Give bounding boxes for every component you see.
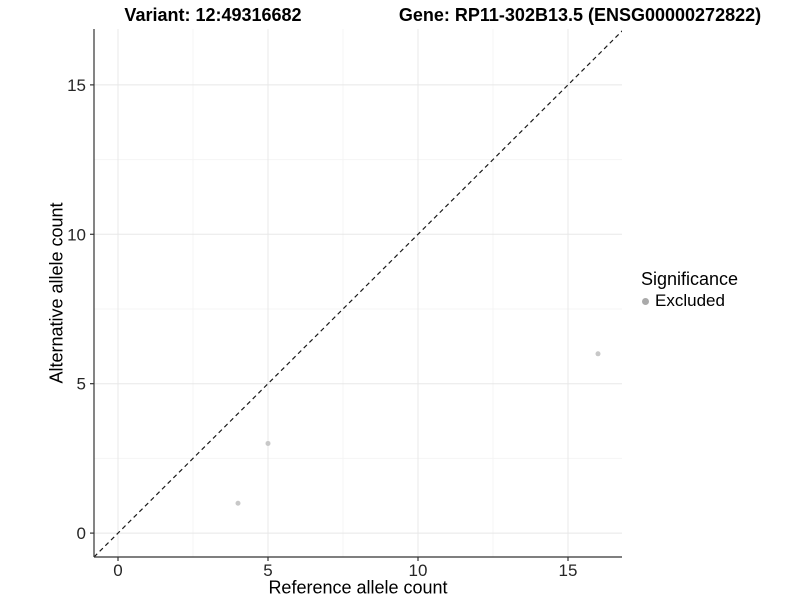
y-tick-label: 0 xyxy=(77,524,86,543)
x-axis-title: Reference allele count xyxy=(268,577,448,598)
data-point xyxy=(265,440,271,446)
variant-title: Variant: 12:49316682 xyxy=(124,5,302,25)
x-tick-label: 10 xyxy=(409,561,428,580)
x-tick-label: 0 xyxy=(113,561,122,580)
y-tick-label: 5 xyxy=(77,375,86,394)
y-tick-label: 15 xyxy=(67,76,86,95)
gene-title: Gene: RP11-302B13.5 (ENSG00000272822) xyxy=(398,5,762,25)
x-tick-label: 5 xyxy=(263,561,272,580)
legend-item-excluded: Excluded xyxy=(638,290,738,312)
identity-line xyxy=(94,30,622,557)
legend-point-icon xyxy=(642,297,649,305)
data-point xyxy=(595,351,601,357)
x-tick-label: 15 xyxy=(559,561,578,580)
legend: Significance Excluded xyxy=(638,268,738,312)
legend-item-label: Excluded xyxy=(655,291,725,310)
y-tick-label: 10 xyxy=(67,225,86,244)
legend-title: Significance xyxy=(641,269,739,289)
y-axis-title: Alternative allele count xyxy=(46,202,67,384)
data-point xyxy=(235,500,241,506)
